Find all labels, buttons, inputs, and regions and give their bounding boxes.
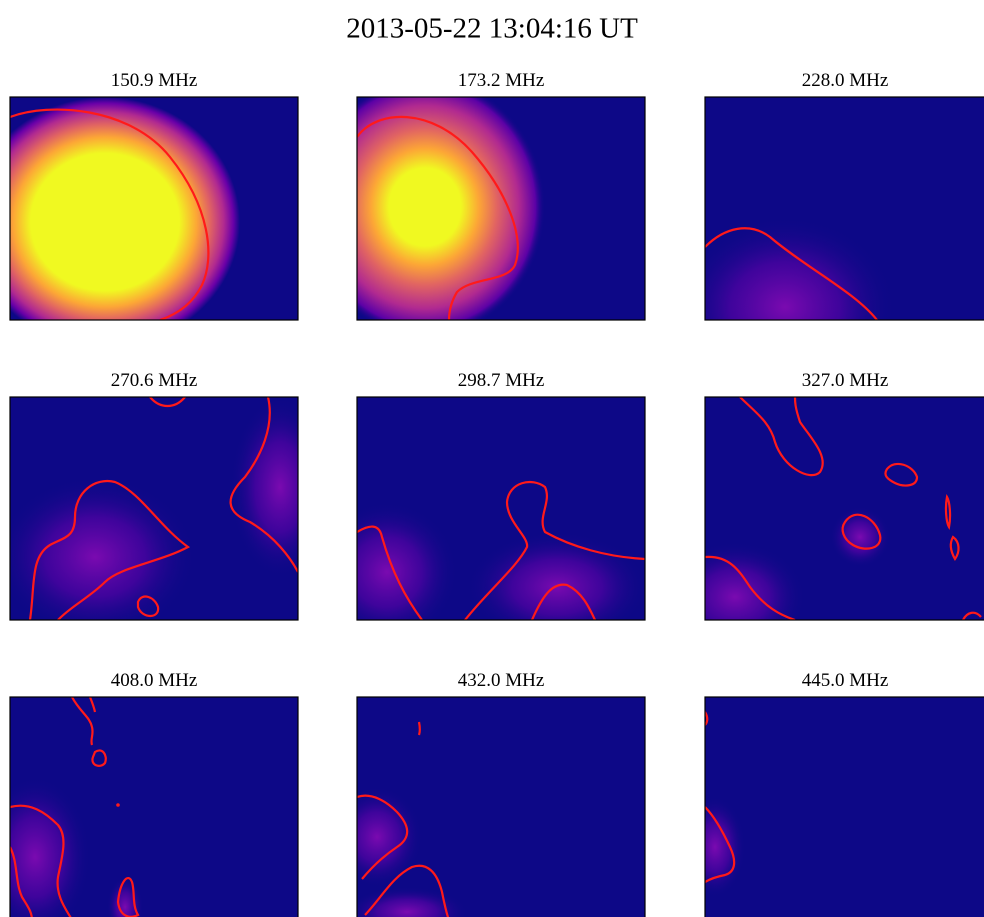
- panel-title: 270.6 MHz: [111, 370, 198, 391]
- panel-title: 408.0 MHz: [111, 670, 198, 691]
- panel-title: 327.0 MHz: [802, 370, 889, 391]
- figure-title: 2013-05-22 13:04:16 UT: [346, 13, 638, 45]
- panel: [0, 397, 330, 637]
- panel: [317, 397, 647, 642]
- panel: [0, 697, 298, 917]
- panel: [665, 397, 984, 652]
- panel: [0, 97, 298, 347]
- panel-title: 298.7 MHz: [458, 370, 545, 391]
- panel: [332, 697, 645, 917]
- panel-title: 173.2 MHz: [458, 70, 545, 91]
- panel: [305, 77, 645, 337]
- panel-title: 150.9 MHz: [111, 70, 198, 91]
- panel-title: 445.0 MHz: [802, 670, 889, 691]
- panel-title: 228.0 MHz: [802, 70, 889, 91]
- panel-title: 432.0 MHz: [458, 670, 545, 691]
- figure: 2013-05-22 13:04:16 UT 150.9 MHz 173.2 M…: [0, 0, 984, 917]
- panel: [685, 697, 984, 917]
- panel: [675, 97, 984, 397]
